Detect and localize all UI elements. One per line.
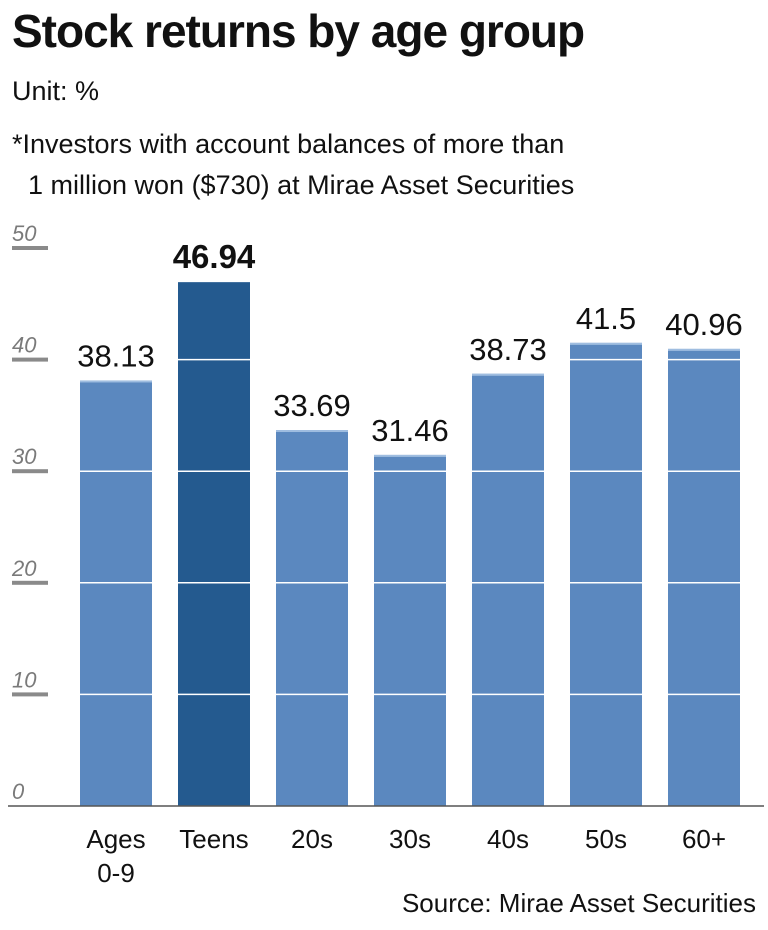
y-tick-label-10: 10 (12, 667, 37, 692)
chart-note: *Investors with account balances of more… (12, 124, 574, 206)
bar-2 (276, 430, 348, 806)
category-label-2: 20s (291, 824, 333, 854)
bar-top-edge-3 (374, 454, 446, 457)
y-tick-label-50: 50 (12, 221, 37, 246)
chart-note-line-2: 1 million won ($730) at Mirae Asset Secu… (28, 170, 575, 200)
y-tick-label-20: 20 (11, 556, 37, 581)
bar-top-edge-0 (80, 380, 152, 383)
y-tick-label-40: 40 (12, 333, 37, 358)
value-label-1: 46.94 (173, 238, 256, 275)
category-label-0-line-1: 0-9 (97, 858, 135, 888)
bar-5 (570, 342, 642, 806)
y-tick-mark-10 (12, 692, 48, 697)
category-label-3: 30s (389, 824, 431, 854)
value-label-2: 33.69 (273, 388, 351, 423)
value-label-0: 38.13 (77, 338, 155, 373)
y-tick-mark-40 (12, 357, 48, 362)
unit-label: Unit: % (12, 76, 100, 106)
bar-top-edge-5 (570, 342, 642, 345)
value-label-6: 40.96 (665, 307, 743, 342)
bar-top-edge-6 (668, 348, 740, 351)
bar-6 (668, 348, 740, 806)
y-tick-mark-20 (12, 580, 48, 585)
chart-note-line-1: *Investors with account balances of more… (12, 129, 565, 159)
category-label-1: Teens (179, 824, 248, 854)
y-tick-label-30: 30 (12, 444, 37, 469)
y-tick-mark-30 (12, 469, 48, 474)
chart-title: Stock returns by age group (12, 5, 585, 57)
category-label-0-line-0: Ages (86, 824, 145, 854)
y-tick-mark-50 (12, 246, 48, 250)
bar-1 (178, 282, 250, 806)
value-label-4: 38.73 (469, 332, 547, 367)
bar-top-edge-4 (472, 373, 544, 376)
value-label-3: 31.46 (371, 413, 449, 448)
bar-4 (472, 373, 544, 806)
category-label-4: 40s (487, 824, 529, 854)
y-tick-label-0: 0 (12, 779, 25, 804)
bar-0 (80, 380, 152, 806)
category-label-6: 60+ (682, 824, 726, 854)
value-label-5: 41.5 (576, 301, 636, 336)
category-label-5: 50s (585, 824, 627, 854)
source-note: Source: Mirae Asset Securities (401, 888, 756, 918)
bar-top-edge-2 (276, 430, 348, 433)
bar-3 (374, 454, 446, 806)
